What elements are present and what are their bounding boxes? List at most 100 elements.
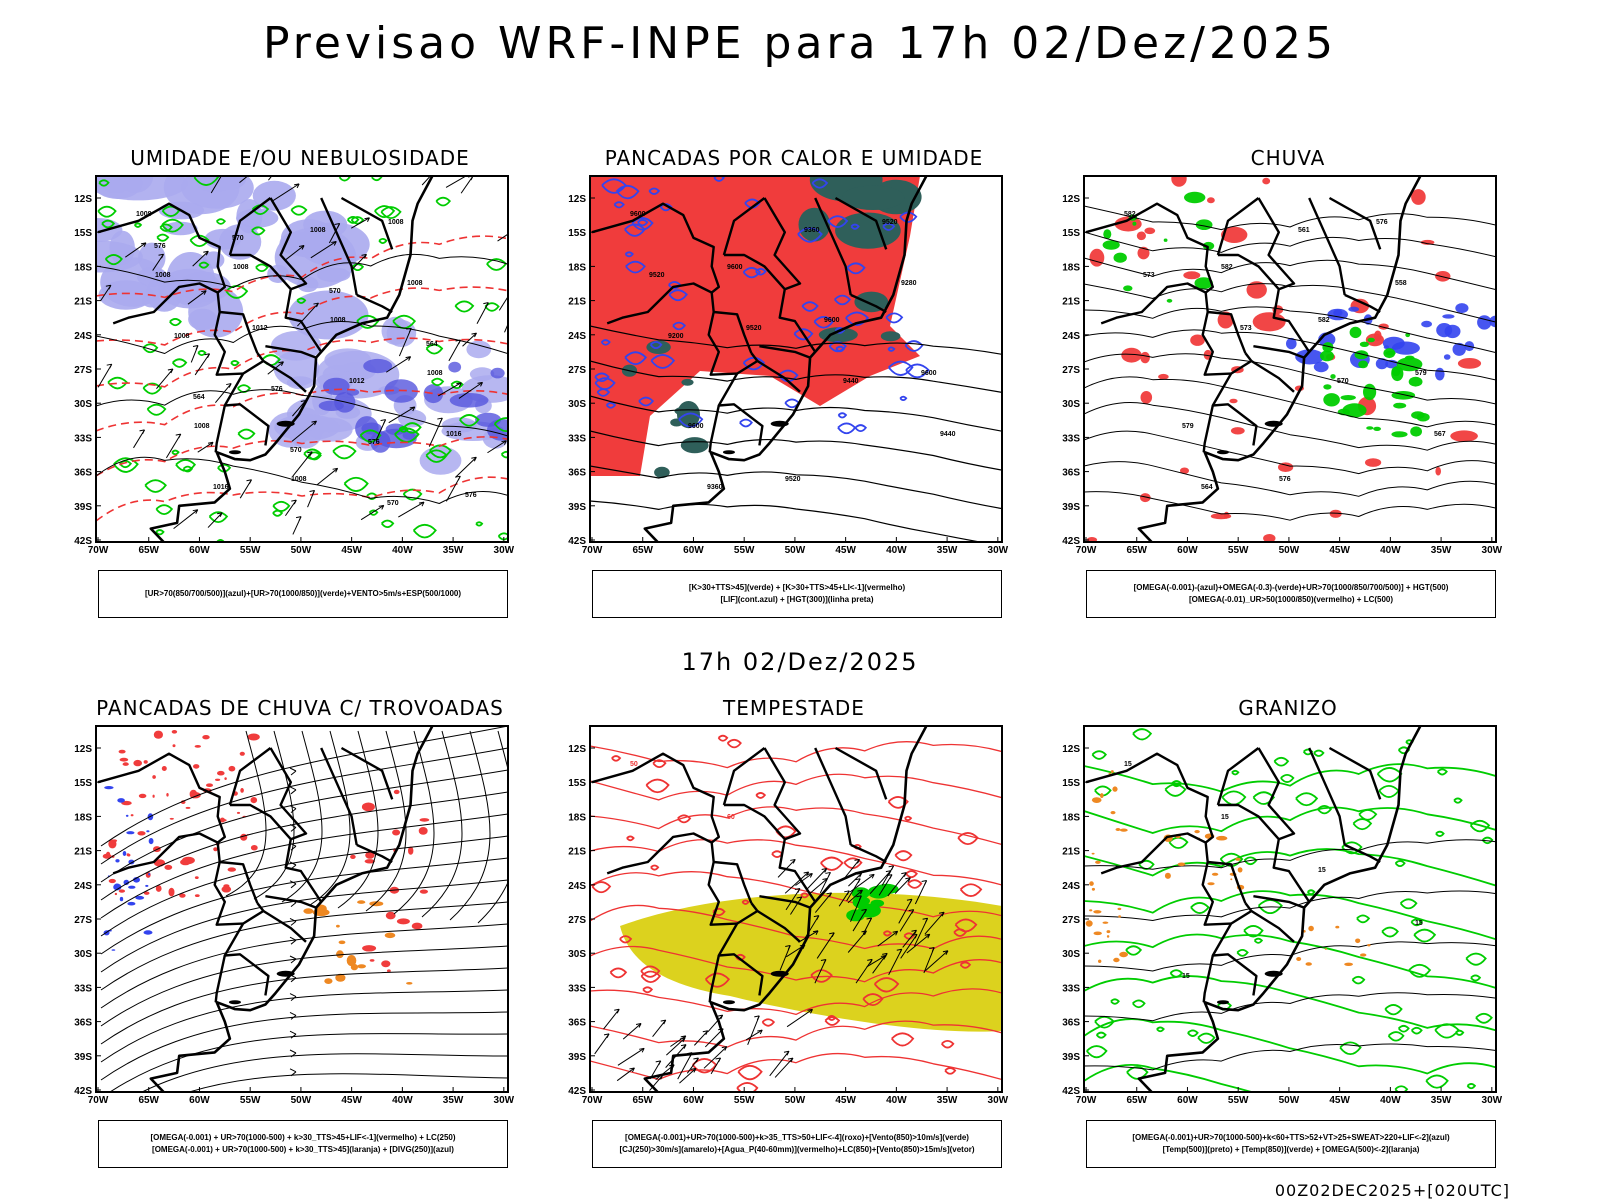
shade-blob: [323, 377, 350, 396]
contour-loop: [820, 856, 844, 871]
shade-blob: [375, 428, 417, 449]
shade-blob: [104, 786, 114, 790]
shade-blob: [1119, 951, 1128, 958]
contour-loop: [624, 251, 634, 258]
contour-label: 9600: [688, 423, 704, 430]
shade-blob: [1374, 330, 1382, 342]
shade-blob: [172, 744, 176, 748]
arrow-head: [896, 948, 903, 954]
contour-loop: [1190, 902, 1210, 914]
legend-line: [CJ(250)>30m/s](amarelo)+[Agua_P(40-60mm…: [619, 1145, 975, 1154]
contour-label: 9600: [921, 370, 937, 377]
country-border: [591, 202, 753, 354]
contour-loop: [1086, 1045, 1108, 1059]
shade-blob: [1443, 354, 1451, 360]
arrow-head: [167, 368, 174, 374]
contour-loop: [403, 422, 422, 434]
streamline: [100, 747, 508, 865]
contour-line: [1084, 430, 1496, 475]
contour-line: [590, 988, 1002, 1016]
contour-loop: [175, 459, 197, 472]
contour-label: 9520: [882, 219, 898, 226]
contour-label: 50: [630, 761, 638, 768]
contour-loop: [811, 178, 829, 189]
contour-loop: [854, 424, 868, 433]
contour-label: 1012: [349, 378, 365, 385]
streamline: [100, 945, 508, 1027]
arrow-head: [680, 1035, 687, 1041]
shade-blob: [392, 829, 401, 836]
shade-blob: [1089, 909, 1093, 912]
arrow-head: [911, 933, 918, 939]
contour-loop: [1466, 1083, 1477, 1090]
country-border: [214, 955, 226, 1003]
streamline: [393, 730, 435, 915]
lat-tick-label: 39S: [1062, 1052, 1080, 1063]
lon-tick-label: 40W: [886, 1095, 907, 1106]
wind-arrow: [923, 947, 935, 974]
arrow-head: [332, 467, 339, 473]
lon-tick-label: 30W: [494, 1095, 515, 1106]
streamline: [100, 879, 508, 973]
panel-pancadas-calor: PANCADAS POR CALOR E UMIDADE 9600 9600 960…: [564, 146, 1024, 618]
geography: [1085, 176, 1422, 542]
arrow-head: [825, 871, 831, 877]
contour-loop: [761, 1018, 776, 1027]
arrow-head: [201, 290, 207, 295]
shade-blob: [1360, 953, 1367, 957]
contour-loop: [450, 380, 464, 389]
arrow-head: [614, 1008, 620, 1014]
streamline: [100, 835, 508, 937]
wind-arrow: [165, 433, 182, 459]
wind-arrow: [428, 417, 443, 447]
arrow-head: [294, 183, 300, 189]
contour-label: 1008: [427, 370, 443, 377]
contour-label: 570: [290, 447, 302, 454]
arrow-head: [364, 217, 370, 222]
legend-line: [K>30+TTS>45](verde) + [K>30+TTS>45+LI<-…: [688, 583, 906, 592]
contour-loop: [1095, 1031, 1107, 1039]
shade-blob: [194, 745, 201, 748]
lat-tick-label: 15S: [74, 778, 92, 789]
humidity-core: [318, 358, 508, 453]
wind-arrow: [906, 933, 931, 954]
shade-blob: [145, 884, 149, 887]
contour-loop: [155, 504, 174, 515]
arrow-head: [861, 908, 867, 914]
shade-blob: [138, 793, 147, 799]
arrow-head: [203, 250, 209, 256]
arrow-head: [717, 1014, 724, 1020]
contour-loop: [1397, 1024, 1410, 1033]
contour-loop: [171, 449, 180, 456]
contour-loop: [1317, 805, 1333, 815]
wind-arrow: [504, 322, 508, 333]
contour-label: 1008: [155, 272, 171, 279]
arrow-head: [307, 451, 313, 456]
country-border: [214, 405, 226, 453]
contour-loop: [171, 358, 188, 368]
contour-loop: [735, 953, 746, 961]
country-border: [1344, 843, 1381, 864]
arrow-head: [922, 917, 929, 923]
arrow-head: [924, 933, 931, 939]
contour-label: 582: [1124, 211, 1136, 218]
contour-loop: [1351, 975, 1366, 985]
contour-label: 564: [193, 394, 205, 401]
shade-blob: [1235, 857, 1241, 861]
arrow-head: [754, 1015, 760, 1021]
contour-loop: [412, 523, 437, 539]
lat-tick-label: 30S: [568, 949, 586, 960]
lon-tick-label: 35W: [937, 1095, 958, 1106]
contour-line: [1084, 306, 1496, 354]
contour-loop: [813, 316, 835, 329]
map-pancadas-calor: 9600 9600 9600 9600 9600 9520 9520 9520 9520 9440…: [568, 175, 1009, 556]
streamline-arrow: [289, 1049, 297, 1058]
storm-red: [350, 789, 430, 973]
country-border: [229, 253, 292, 290]
arrow-head: [857, 889, 863, 895]
shade-blob: [316, 267, 351, 283]
lon-tick-label: 40W: [1380, 545, 1401, 556]
wind-arrow: [670, 1035, 687, 1047]
